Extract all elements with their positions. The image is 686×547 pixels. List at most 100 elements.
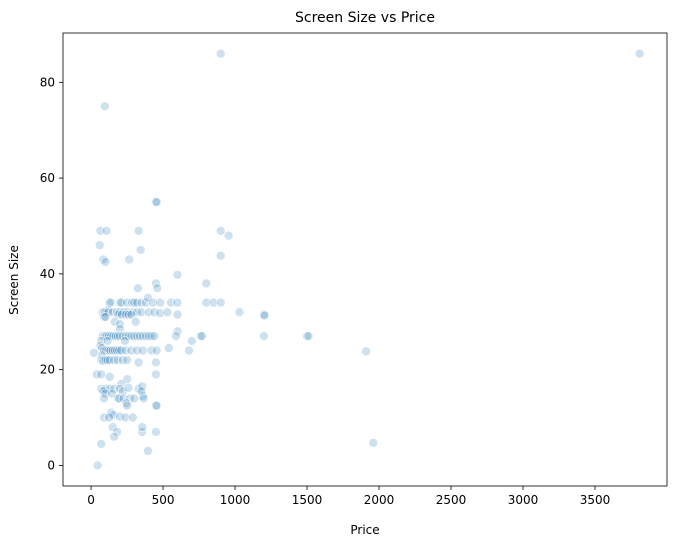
- data-point: [187, 336, 197, 346]
- x-axis-ticks: 0 500 1000 1500 2000 2500 3000 3500: [87, 486, 610, 507]
- data-point: [112, 355, 123, 365]
- data-point: [143, 292, 153, 303]
- data-point: [151, 197, 162, 207]
- y-tick-label: 20: [40, 363, 55, 377]
- data-point: [634, 48, 645, 59]
- data-point: [259, 310, 270, 321]
- data-point: [118, 331, 128, 341]
- x-axis-label: Price: [350, 523, 379, 537]
- data-point: [148, 297, 158, 308]
- data-point: [172, 309, 183, 320]
- data-point: [151, 357, 161, 368]
- data-point: [115, 331, 125, 341]
- x-tick-label: 2500: [436, 493, 467, 507]
- data-point: [100, 307, 110, 318]
- data-point: [92, 460, 103, 471]
- data-point: [155, 308, 165, 318]
- data-point: [123, 309, 134, 320]
- data-point: [100, 101, 110, 112]
- data-point: [127, 297, 137, 308]
- x-tick-label: 3000: [508, 493, 539, 507]
- data-point: [141, 297, 151, 308]
- data-point: [151, 427, 161, 437]
- data-point: [215, 250, 226, 261]
- data-point: [126, 331, 137, 341]
- y-tick-label: 60: [40, 171, 55, 185]
- data-point: [162, 307, 173, 318]
- data-point: [172, 297, 183, 308]
- y-tick-label: 40: [40, 267, 55, 281]
- axes-frame: [62, 32, 668, 487]
- data-point: [171, 331, 181, 341]
- y-tick-label: 0: [47, 458, 55, 472]
- data-point: [151, 400, 162, 411]
- x-tick-label: 3500: [580, 493, 611, 507]
- data-point: [303, 331, 314, 341]
- data-point: [136, 386, 147, 397]
- data-point: [215, 226, 226, 236]
- y-axis-label: Screen Size: [7, 245, 21, 315]
- data-point: [149, 331, 160, 341]
- data-point: [126, 309, 137, 320]
- data-point: [223, 230, 234, 241]
- data-point: [126, 345, 137, 356]
- data-point: [120, 336, 130, 346]
- data-point: [129, 297, 140, 308]
- data-point: [151, 345, 162, 356]
- data-point: [172, 269, 183, 280]
- data-point: [89, 348, 99, 358]
- x-tick-label: 2000: [364, 493, 395, 507]
- data-point: [184, 345, 194, 356]
- data-point: [146, 345, 157, 356]
- x-tick-label: 1000: [220, 493, 251, 507]
- y-tick-label: 80: [40, 75, 55, 89]
- x-tick-label: 0: [87, 493, 95, 507]
- data-point: [141, 331, 151, 341]
- data-point: [109, 383, 119, 394]
- x-tick-label: 1500: [292, 493, 323, 507]
- data-point: [208, 297, 219, 308]
- data-point: [96, 439, 106, 449]
- data-point: [132, 345, 142, 356]
- data-point: [143, 446, 153, 456]
- data-point: [143, 307, 154, 318]
- data-point: [110, 316, 120, 327]
- data-point: [94, 240, 105, 250]
- data-point: [138, 393, 149, 404]
- data-point: [112, 331, 123, 341]
- data-point: [151, 369, 161, 380]
- data-point: [122, 400, 132, 411]
- data-point: [201, 278, 212, 289]
- data-point: [120, 345, 131, 356]
- data-point: [122, 355, 132, 365]
- chart-title: Screen Size vs Price: [295, 10, 435, 26]
- data-point: [138, 331, 148, 341]
- data-point: [104, 412, 114, 423]
- data-point: [138, 345, 148, 356]
- data-point: [133, 357, 144, 368]
- data-point: [164, 343, 174, 353]
- data-point: [102, 336, 113, 346]
- data-point: [129, 331, 140, 341]
- data-point: [146, 331, 157, 341]
- data-point: [96, 369, 106, 380]
- data-point: [215, 297, 226, 308]
- data-point: [234, 307, 245, 318]
- data-point: [99, 393, 109, 404]
- data-point: [128, 412, 138, 423]
- data-point: [112, 427, 122, 437]
- data-point: [115, 324, 125, 334]
- data-point: [120, 412, 131, 423]
- data-point: [117, 309, 127, 320]
- data-point: [133, 226, 144, 236]
- data-point: [102, 355, 113, 365]
- data-point: [361, 346, 371, 357]
- data-point: [100, 257, 111, 267]
- data-point: [99, 412, 109, 423]
- data-point: [109, 431, 119, 442]
- data-point: [201, 297, 212, 308]
- data-point: [122, 297, 132, 308]
- data-point: [166, 297, 176, 308]
